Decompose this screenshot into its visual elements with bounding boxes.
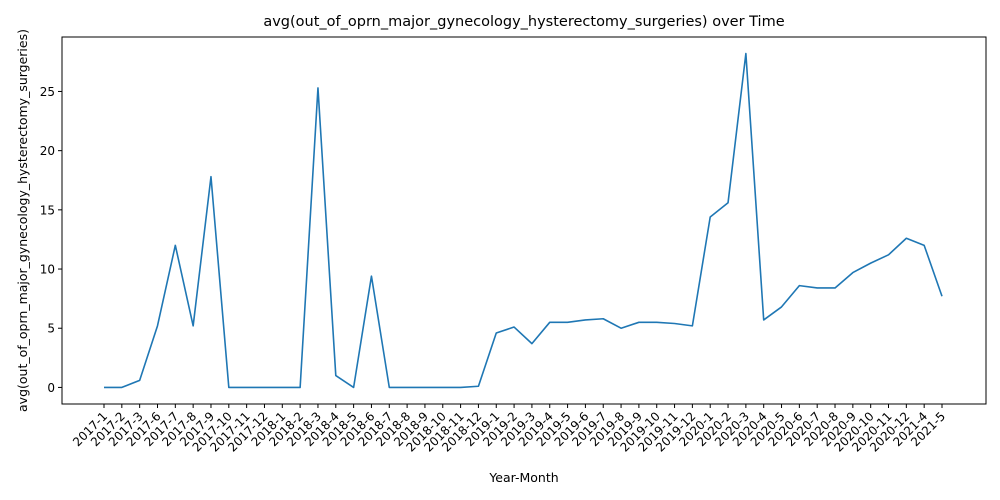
data-point (905, 237, 907, 239)
y-tick-label: 10 (40, 263, 55, 277)
data-point (156, 325, 158, 327)
y-axis-label: avg(out_of_oprn_major_gynecology_hystere… (15, 29, 30, 412)
data-point (620, 327, 622, 329)
data-point (442, 386, 444, 388)
data-point (513, 326, 515, 328)
data-point (263, 386, 265, 388)
data-point (691, 325, 693, 327)
data-point (299, 386, 301, 388)
data-point (103, 386, 105, 388)
x-axis-label: Year-Month (488, 470, 558, 485)
data-point (317, 87, 319, 89)
data-point (281, 386, 283, 388)
y-tick-label: 20 (40, 144, 55, 158)
data-point (763, 319, 765, 321)
series-group (103, 52, 943, 389)
data-point (834, 287, 836, 289)
data-point (798, 285, 800, 287)
data-point (941, 295, 943, 297)
data-point (674, 322, 676, 324)
data-point (656, 321, 658, 323)
series-line (104, 52, 943, 389)
data-point (923, 244, 925, 246)
data-point (210, 176, 212, 178)
data-point (406, 386, 408, 388)
data-point (460, 386, 462, 388)
y-tick-label: 15 (40, 203, 55, 217)
data-point (888, 254, 890, 256)
y-tick-label: 25 (40, 85, 55, 99)
y-tick-label: 0 (47, 381, 55, 395)
data-point (638, 321, 640, 323)
data-point (121, 386, 123, 388)
data-point (228, 386, 230, 388)
data-point (584, 319, 586, 321)
data-point (139, 379, 141, 381)
data-point (602, 318, 604, 320)
data-point (727, 202, 729, 204)
data-point (335, 375, 337, 377)
data-point (174, 244, 176, 246)
data-point (495, 332, 497, 334)
data-point (246, 386, 248, 388)
y-axis-ticks: 0 5 10 15 20 25 (40, 85, 62, 395)
data-point (424, 386, 426, 388)
data-point (549, 321, 551, 323)
data-point (745, 53, 747, 55)
data-point (477, 385, 479, 387)
data-point (531, 343, 533, 345)
data-point (816, 287, 818, 289)
data-point (870, 262, 872, 264)
data-point (852, 272, 854, 274)
data-point (192, 325, 194, 327)
data-point (781, 306, 783, 308)
plot-frame (61, 36, 987, 405)
y-tick-label: 5 (47, 322, 55, 336)
data-point (567, 321, 569, 323)
chart-title: avg(out_of_oprn_major_gynecology_hystere… (263, 14, 784, 30)
data-point (709, 216, 711, 218)
data-point (388, 386, 390, 388)
data-point (370, 275, 372, 277)
data-point (353, 386, 355, 388)
